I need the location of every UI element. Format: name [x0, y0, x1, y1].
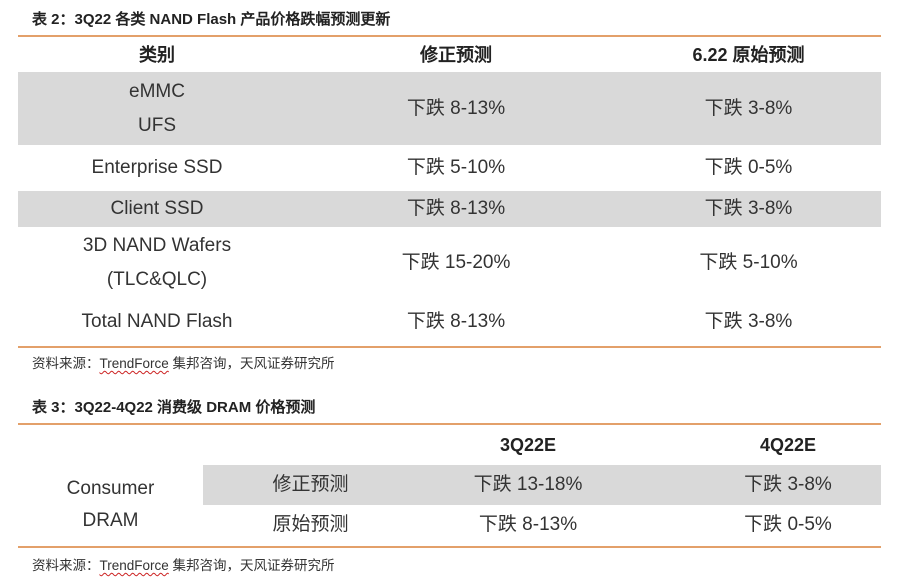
row-label: 修正预测 — [272, 474, 349, 495]
category-cell: Enterprise SSD — [91, 157, 223, 178]
table2-source: 资料来源：TrendForce 集邦咨询，天风证券研究所 — [32, 352, 335, 372]
source-prefix: 资料来源： — [32, 558, 100, 573]
q3-cell: 下跌 8-13% — [478, 514, 578, 535]
source-trendforce: TrendForce — [99, 558, 169, 573]
original-cell: 下跌 3-8% — [704, 198, 793, 219]
category-cell: Client SSD — [110, 198, 204, 219]
category-line: (TLC&QLC) — [106, 269, 208, 290]
category-cell: eMMC UFS — [18, 72, 296, 145]
table-row: Enterprise SSD 下跌 5-10% 下跌 0-5% — [18, 145, 881, 191]
q4-cell: 下跌 3-8% — [744, 474, 832, 495]
category-line: DRAM — [82, 510, 139, 531]
source-prefix: 资料来源： — [32, 356, 100, 371]
source-suffix: 集邦咨询，天风证券研究所 — [168, 558, 335, 573]
table2-caption: 表 2：3Q22 各类 NAND Flash 产品价格跌幅预测更新 — [32, 11, 391, 28]
table2-header-row: 类别 修正预测 6.22 原始预测 — [18, 38, 881, 72]
original-cell: 下跌 0-5% — [704, 157, 793, 178]
table3-bottom-rule — [18, 546, 881, 548]
original-cell: 下跌 5-10% — [699, 252, 798, 273]
category-cell: 3D NAND Wafers (TLC&QLC) — [18, 227, 296, 299]
table3-category: Consumer DRAM — [18, 465, 203, 545]
category-line: 3D NAND Wafers — [82, 235, 232, 256]
category-cell: Total NAND Flash — [81, 311, 233, 332]
category-line: UFS — [138, 114, 176, 136]
revised-cell: 下跌 8-13% — [406, 311, 506, 332]
table3-caption: 表 3：3Q22-4Q22 消费级 DRAM 价格预测 — [32, 399, 316, 416]
revised-cell: 下跌 8-13% — [406, 198, 506, 219]
table2-bottom-rule — [18, 346, 881, 348]
table2-top-rule — [18, 35, 881, 37]
row-label: 原始预测 — [272, 514, 349, 535]
source-suffix: 集邦咨询，天风证券研究所 — [168, 356, 335, 371]
table-row: Client SSD 下跌 8-13% 下跌 3-8% — [18, 191, 881, 227]
category-line: eMMC — [129, 80, 185, 102]
table3-header-3q22e: 3Q22E — [499, 435, 557, 455]
revised-cell: 下跌 15-20% — [401, 252, 511, 273]
table3-top-rule — [18, 423, 881, 425]
table2-header-category: 类别 — [139, 45, 175, 65]
table2-header-original: 6.22 原始预测 — [692, 45, 805, 65]
source-trendforce: TrendForce — [99, 356, 169, 371]
q4-cell: 下跌 0-5% — [744, 514, 832, 535]
revised-cell: 下跌 8-13% — [406, 97, 506, 119]
table-row — [203, 465, 881, 505]
table2-header-revised: 修正预测 — [420, 45, 492, 65]
table-row: Total NAND Flash 下跌 8-13% 下跌 3-8% — [18, 299, 881, 345]
original-cell: 下跌 3-8% — [704, 97, 793, 119]
category-line: Consumer — [66, 478, 155, 499]
table3-source: 资料来源：TrendForce 集邦咨询，天风证券研究所 — [32, 554, 335, 574]
q3-cell: 下跌 13-18% — [473, 474, 583, 495]
original-cell: 下跌 3-8% — [704, 311, 793, 332]
table-row: eMMC UFS 下跌 8-13% 下跌 3-8% — [18, 72, 881, 145]
revised-cell: 下跌 5-10% — [406, 157, 506, 178]
table3-header-4q22e: 4Q22E — [759, 435, 817, 455]
table-row: 3D NAND Wafers (TLC&QLC) 下跌 15-20% 下跌 5-… — [18, 227, 881, 299]
